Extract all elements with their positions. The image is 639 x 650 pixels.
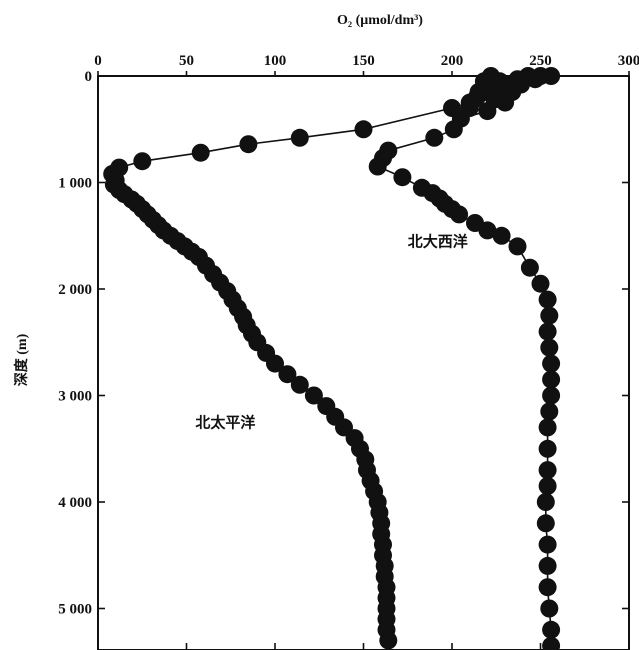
- x-tick-label: 200: [441, 53, 464, 69]
- y-tick-label: 4 000: [58, 495, 92, 511]
- data-point: [538, 578, 557, 597]
- data-point: [531, 274, 550, 293]
- data-point: [496, 93, 515, 112]
- data-point: [536, 514, 555, 533]
- x-tick-label: 0: [94, 53, 102, 69]
- data-point: [290, 375, 309, 394]
- data-point: [368, 157, 387, 176]
- data-point: [538, 290, 557, 309]
- data-point: [478, 221, 497, 240]
- data-point: [538, 535, 557, 554]
- x-axis-title: O₂ (μmol/dm³): [337, 13, 423, 28]
- data-point: [492, 226, 511, 245]
- x-tick-label: 100: [264, 53, 287, 69]
- data-point: [266, 354, 284, 373]
- data-point: [278, 365, 297, 384]
- data-point: [443, 99, 461, 117]
- data-point: [478, 102, 497, 121]
- data-point: [540, 599, 559, 618]
- data-point: [538, 418, 557, 437]
- data-point: [538, 322, 557, 341]
- data-point: [354, 120, 373, 139]
- data-point: [538, 439, 557, 458]
- y-axis-title: 深度 (m): [13, 333, 30, 386]
- data-point: [540, 338, 559, 357]
- y-tick-label: 1 000: [58, 176, 92, 192]
- y-axis-ticks: 0 1 000 2 000 3 000 4 000 5 000: [58, 69, 629, 618]
- data-point: [538, 461, 557, 480]
- data-point: [520, 258, 539, 277]
- data-point: [540, 306, 559, 325]
- data-point: [542, 354, 561, 373]
- data-point: [538, 477, 557, 495]
- y-tick-label: 0: [85, 69, 93, 85]
- y-tick-label: 2 000: [58, 282, 92, 298]
- data-point: [538, 556, 557, 575]
- data-point: [290, 128, 309, 147]
- data-point: [526, 70, 545, 89]
- data-point: [542, 620, 561, 639]
- series-label: 北大西洋: [408, 232, 468, 250]
- data-point: [508, 237, 527, 256]
- series-north-pacific: 北太平洋: [103, 67, 509, 650]
- data-point: [191, 143, 210, 162]
- y-tick-label: 5 000: [58, 602, 92, 618]
- data-point: [540, 402, 559, 421]
- data-point: [536, 493, 555, 511]
- data-point: [444, 120, 463, 139]
- series-label: 北太平洋: [195, 413, 255, 431]
- data-point: [393, 168, 412, 187]
- data-point: [133, 152, 152, 171]
- plot-frame: [97, 75, 630, 650]
- data-point: [542, 386, 561, 405]
- data-point: [542, 370, 561, 389]
- x-tick-label: 300: [618, 53, 639, 69]
- data-point: [542, 636, 561, 650]
- x-tick-label: 150: [352, 53, 375, 69]
- data-point: [460, 93, 479, 112]
- data-point: [450, 205, 469, 224]
- data-point: [425, 128, 444, 147]
- data-point: [239, 135, 258, 154]
- x-tick-label: 50: [179, 53, 194, 69]
- x-tick-label: 250: [529, 53, 552, 69]
- series-line: [376, 75, 552, 646]
- data-point: [379, 631, 398, 650]
- series-north-atlantic: 北大西洋: [368, 67, 561, 650]
- data-point: [304, 386, 323, 405]
- y-tick-label: 3 000: [58, 389, 92, 405]
- series-line: [111, 75, 502, 641]
